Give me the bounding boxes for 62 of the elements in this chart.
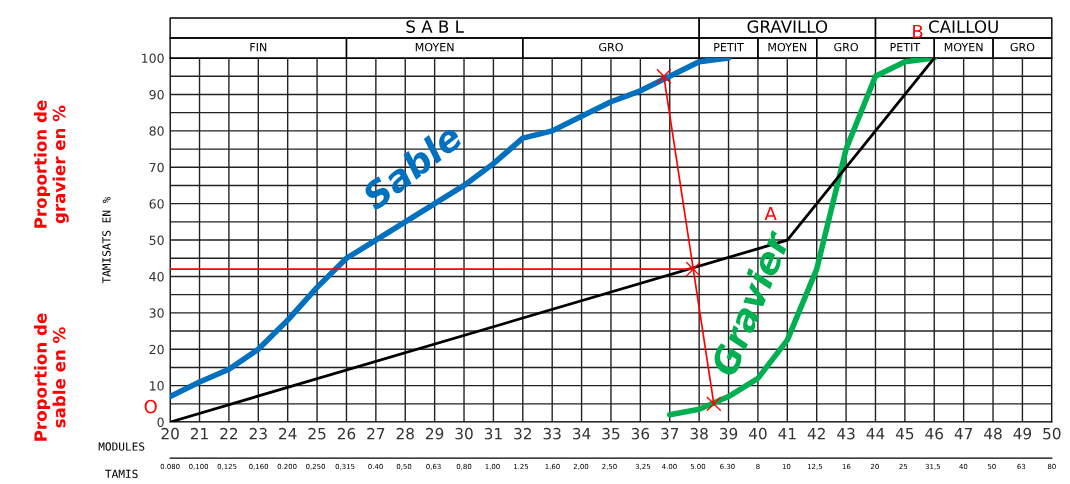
x-tick-label: 49	[1013, 427, 1032, 440]
x-tick-label: 44	[866, 428, 885, 440]
x-tick-label: 33	[543, 427, 561, 440]
y-axis-title: TAMISATS EN %	[102, 196, 111, 284]
y-tick-label: 50	[149, 235, 164, 245]
x-tick-label: 47	[954, 428, 973, 440]
x-tick-label: 34	[573, 427, 591, 440]
x-tick-label: 25	[308, 427, 326, 440]
text: Proportion de sable en %	[33, 313, 66, 441]
x-tick-label: 26	[337, 427, 356, 440]
x-tick-label: 27	[367, 427, 385, 440]
x-tick-label: 50	[1043, 427, 1061, 440]
y-tick-label: 30	[149, 308, 164, 318]
x-tick-label: 30	[455, 427, 473, 440]
text: GRO	[1010, 42, 1035, 52]
x-axis-title: MODULES	[98, 442, 145, 451]
x-tick-label: 20	[161, 427, 179, 440]
x-tick-label: 38	[690, 427, 708, 440]
x-tick-label: 21	[190, 427, 208, 440]
x-tick-label: 22	[220, 427, 238, 440]
x-tick-label: 43	[837, 427, 855, 440]
text: MOYEN	[415, 42, 454, 52]
x-tick-label: 23	[249, 427, 267, 440]
y-tick-label: 100	[142, 53, 164, 64]
y-tick-label: 70	[149, 162, 164, 173]
y-tick-label: 10	[150, 381, 164, 391]
y-tick-label: 60	[149, 199, 164, 209]
x2-axis-title: TAMIS	[105, 469, 138, 479]
x-tick-label: 41	[778, 428, 796, 440]
annotation: A	[764, 206, 777, 221]
text: MOYEN	[944, 42, 983, 52]
x-tick-label: 35	[602, 427, 620, 440]
text: PETIT	[890, 43, 921, 52]
text: GRO	[599, 42, 623, 52]
text: MOYEN	[768, 42, 807, 52]
x-tick-label: 48	[984, 427, 1002, 440]
y-tick-label: 90	[149, 89, 164, 100]
text: FIN	[250, 43, 267, 52]
text: PETIT	[714, 43, 744, 52]
x-tick-label: 31	[484, 427, 502, 440]
text: GRO	[834, 42, 858, 52]
x-tick-label: 29	[426, 427, 444, 440]
x-tick-label: 36	[631, 427, 650, 440]
y-tick-label: 0	[157, 417, 164, 427]
annotation: O	[144, 399, 157, 414]
annotation: B	[913, 24, 923, 39]
text: CAILLOU	[928, 20, 998, 33]
x-tick-label: 42	[807, 427, 825, 440]
x-tick-label: 32	[514, 427, 531, 440]
y-tick-label: 40	[149, 271, 164, 282]
y-tick-label: 80	[149, 126, 164, 136]
text: GRAVILLO	[747, 20, 828, 33]
text: S A B L	[406, 20, 464, 33]
x-tick-label: 46	[925, 427, 944, 440]
x-tick-label: 39	[719, 427, 738, 440]
y-tick-label: 20	[149, 344, 164, 355]
x-tick-label: 37	[661, 427, 679, 440]
x-tick-label: 24	[279, 427, 297, 440]
x-tick-label: 28	[396, 427, 414, 440]
x-tick-label: 45	[895, 428, 914, 440]
x-tick-label: 40	[748, 427, 767, 440]
text: Proportion de gravier en %	[33, 100, 69, 228]
